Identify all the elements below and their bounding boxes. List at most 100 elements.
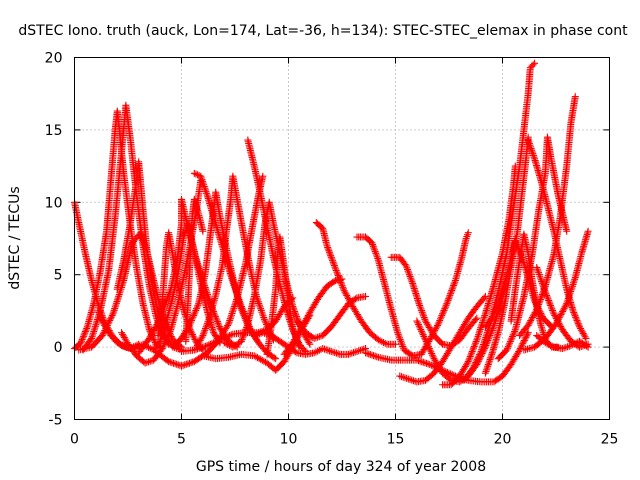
data-point-marker	[529, 150, 537, 158]
data-point-marker	[204, 292, 212, 300]
data-point-marker	[312, 334, 320, 342]
data-point-marker	[205, 316, 213, 324]
data-point-marker	[446, 291, 454, 299]
data-point-marker	[401, 374, 409, 382]
x-tick-label: 25	[601, 432, 619, 448]
data-point-marker	[360, 345, 368, 353]
data-point-marker	[107, 313, 115, 321]
data-point-marker	[201, 326, 209, 334]
data-point-marker	[201, 184, 209, 192]
data-point-marker	[95, 310, 103, 318]
data-point-marker	[201, 186, 209, 194]
data-point-marker	[166, 327, 174, 335]
data-point-marker	[164, 333, 172, 341]
data-point-marker	[110, 308, 118, 316]
data-point-marker	[481, 312, 489, 320]
data-point-marker	[330, 260, 338, 268]
data-point-marker	[230, 304, 238, 312]
data-point-marker	[157, 311, 165, 319]
data-point-marker	[99, 318, 107, 326]
data-point-marker	[115, 292, 123, 300]
data-point-marker	[448, 286, 456, 294]
data-point-marker	[193, 303, 201, 311]
data-point-marker	[141, 359, 149, 367]
data-point-marker	[198, 333, 206, 341]
data-point-marker	[192, 305, 200, 313]
data-point-marker	[161, 302, 169, 310]
data-point-marker	[449, 283, 457, 291]
chart-title: dSTEC Iono. truth (auck, Lon=174, Lat=-3…	[18, 23, 628, 39]
data-point-marker	[158, 345, 166, 353]
data-point-marker	[192, 170, 200, 178]
data-point-marker	[477, 322, 485, 330]
data-point-marker	[325, 248, 333, 256]
data-point-marker	[451, 278, 459, 286]
data-point-marker	[116, 287, 124, 295]
data-point-marker	[114, 294, 122, 302]
data-point-marker	[98, 317, 106, 325]
data-point-marker	[79, 332, 87, 340]
data-point-marker	[203, 189, 211, 197]
x-tick-label: 15	[387, 432, 405, 448]
data-point-marker	[483, 364, 491, 372]
data-point-marker	[146, 357, 154, 365]
data-point-marker	[255, 299, 263, 307]
data-point-marker	[324, 243, 332, 251]
data-point-marker	[159, 307, 167, 315]
data-point-marker	[406, 376, 414, 384]
data-point-marker	[536, 274, 544, 282]
data-point-marker	[157, 312, 165, 320]
data-point-marker	[447, 290, 455, 298]
data-point-marker	[229, 280, 237, 288]
data-point-marker	[132, 344, 140, 352]
data-point-marker	[206, 297, 214, 305]
data-point-marker	[408, 376, 416, 384]
data-point-marker	[166, 289, 174, 297]
data-point-marker	[257, 306, 265, 314]
data-point-marker	[403, 374, 411, 382]
data-point-marker	[325, 247, 333, 255]
data-point-marker	[327, 347, 335, 355]
data-point-marker	[192, 306, 200, 314]
data-point-marker	[480, 315, 488, 323]
data-point-marker	[200, 328, 208, 336]
data-point-marker	[155, 339, 163, 347]
data-point-marker	[584, 227, 592, 235]
data-point-marker	[102, 325, 110, 333]
data-point-marker	[213, 316, 221, 324]
data-point-marker	[350, 349, 358, 357]
data-point-marker	[563, 227, 571, 235]
data-point-marker	[239, 306, 247, 314]
data-point-marker	[119, 278, 127, 286]
data-point-marker	[533, 263, 541, 271]
data-point-marker	[115, 291, 123, 299]
data-point-marker	[197, 174, 205, 182]
data-point-marker	[114, 296, 122, 304]
data-point-marker	[187, 317, 195, 325]
data-point-marker	[156, 314, 164, 322]
data-point-marker	[476, 327, 484, 335]
data-point-marker	[161, 301, 169, 309]
data-point-marker	[238, 304, 246, 312]
data-point-marker	[198, 176, 206, 184]
data-point-marker	[111, 305, 119, 313]
data-point-marker	[328, 255, 336, 263]
data-point-marker	[188, 331, 196, 339]
data-point-marker	[190, 310, 198, 318]
data-point-marker	[77, 339, 85, 347]
data-point-marker	[164, 292, 172, 300]
data-point-marker	[159, 343, 167, 351]
data-point-marker	[201, 325, 209, 333]
data-point-marker	[214, 319, 222, 327]
data-point-marker	[409, 377, 417, 385]
data-point-marker	[189, 313, 197, 321]
data-point-marker	[353, 347, 361, 355]
data-point-marker	[255, 301, 263, 309]
data-point-marker	[535, 269, 543, 277]
data-point-marker	[152, 322, 160, 330]
data-point-marker	[213, 318, 221, 326]
data-point-marker	[99, 330, 107, 338]
data-point-marker	[200, 330, 208, 338]
data-point-marker	[227, 311, 235, 319]
data-point-marker	[108, 311, 116, 319]
